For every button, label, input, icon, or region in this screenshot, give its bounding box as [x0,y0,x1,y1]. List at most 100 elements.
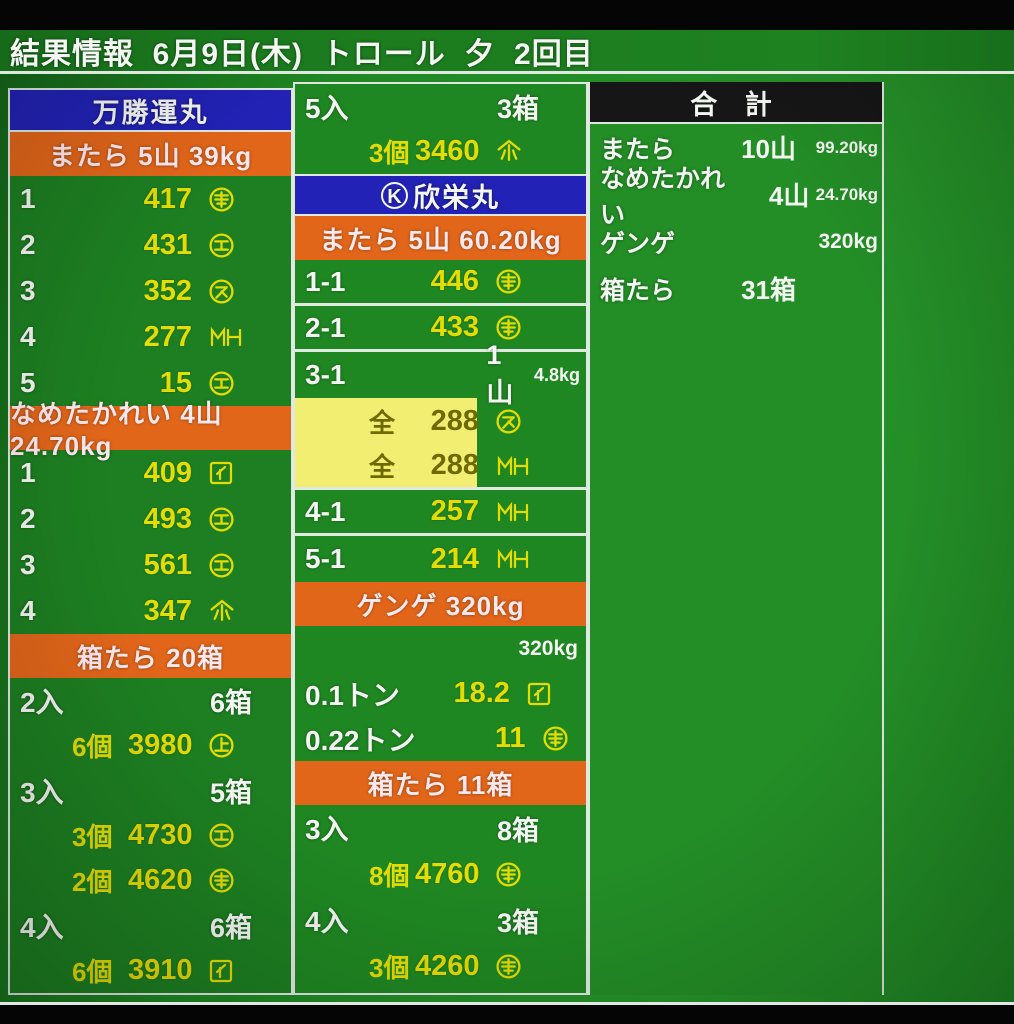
result-row: 2-1 433 [295,306,586,352]
result-row: 6個 3980 [10,723,291,768]
count-label: 3個 [369,138,410,168]
price-value: 352 [143,274,192,307]
lot-label: 4-1 [305,495,346,527]
price-value: 493 [143,502,192,535]
vessel-panel-2: 5入 3箱 3個 3460 K 欣栄丸 またら 5山 60.20kg 1-1 446 2-1… [293,82,588,995]
section-rows: 1 417 2 431 3 352 4 277 5 15 [10,176,291,406]
price-value: 288 [430,404,479,437]
lot-label: 3入 [20,776,64,808]
section-rows: 2入 6箱 6個 3980 3入 5箱 3個 4730 2個 4620 4入 6箱 6個 3910 [10,678,291,993]
kaku-i-icon [208,958,234,984]
count-label: 6個 [72,957,113,987]
result-row: 3 352 [10,268,291,314]
lot-label: 4 [20,321,36,352]
weight-label: 320kg [518,636,578,660]
count-label: 3個 [72,822,113,852]
title-bar: 結果情報 6月9日(木) トロール 夕 2回目 [0,30,1014,71]
lot-label: 1-1 [305,265,346,297]
vessel-name: 欣栄丸 [413,182,500,213]
price-value: 288 [430,449,479,481]
result-row: 2個 4620 [10,858,291,903]
price-value: 15 [159,366,192,399]
result-row: 8個 4760 [295,851,586,897]
totals-panel: 合 計 またら 10山 99.20kg なめたかれい 4山 24.70kg ゲンゲ 320kg… [588,82,884,995]
count-label: 6個 [72,732,113,762]
price-value: 11 [494,722,526,754]
vessel-name-header: K 欣栄丸 [295,174,586,216]
price-value: 446 [430,265,479,297]
price-value: 3910 [127,954,193,986]
results-area: 万勝運丸 またら 5山 39kg 1 417 2 431 3 352 4 277 5 15 なめたかれ… [0,74,1014,1002]
section-header: またら 5山 60.20kg [295,216,586,260]
count-label: 2個 [72,867,113,897]
totals-row: 箱たら 31箱 [590,265,882,312]
price-value: 433 [430,311,479,343]
fish-section: またら 5山 39kg 1 417 2 431 3 352 4 277 5 15 [10,132,291,406]
vessel-1-sections: またら 5山 39kg 1 417 2 431 3 352 4 277 5 15 なめたかれい 4山 … [10,132,291,993]
total-count: 4山 [768,181,810,211]
fish-section: ゲンゲ 320kg 320kg 0.1トン 18.2 0.22トン 11 [295,582,586,761]
price-value: 3460 [414,135,480,167]
lot-label: 0.1トン [305,679,400,711]
result-row: 0.22トン 11 [295,716,586,761]
price-value: 277 [143,320,192,353]
yama-icon [495,138,523,165]
result-row: 4入 6箱 [10,903,291,948]
box-count: 5箱 [210,778,253,808]
result-row: 0.1トン 18.2 [295,671,586,716]
section-rows: 1-1 446 2-1 433 3-1 1山 4.8kg 全 288 全 288 4-1 257 5-1 2… [295,260,586,582]
mh-icon [495,453,531,479]
box-count: 3箱 [497,907,540,938]
section-rows: 320kg 0.1トン 18.2 0.22トン 11 [295,626,586,761]
section-header: 箱たら 20箱 [10,634,291,678]
carryover-rows: 5入 3箱 3個 3460 [295,84,586,174]
lot-label: 1 [20,183,36,214]
maru-kou-icon [208,186,235,213]
price-value: 18.2 [453,677,510,709]
price-value: 4760 [414,857,480,890]
maru-kou-icon [495,268,522,295]
maru-kou-icon [495,953,522,980]
section-rows: 1 409 2 493 3 561 4 347 [10,450,291,634]
kaku-i-icon [526,681,552,707]
mh-icon [208,324,244,350]
result-row: 3入 5箱 [10,768,291,813]
maru-su-icon [208,278,235,305]
lot-label: 2 [20,503,36,534]
result-row: 5 15 [10,360,291,406]
result-row: 4-1 257 [295,490,586,536]
lot-label: 5 [20,367,36,398]
price-value: 417 [143,182,192,215]
maru-e-icon [208,822,235,849]
totals-row: またら 10山 99.20kg [590,124,882,171]
result-row: 3個 4260 [295,943,586,989]
result-row: 5-1 214 [295,536,586,582]
circle-k-icon: K [381,181,408,209]
total-count: 31箱 [741,275,796,305]
lot-label: 3 [20,275,36,306]
lot-label: 2入 [20,686,64,718]
maru-kou-icon [542,725,569,752]
price-value: 214 [430,542,479,575]
lot-label: 3入 [305,814,349,845]
vessel-panel-1: 万勝運丸 またら 5山 39kg 1 417 2 431 3 352 4 277 5 15 なめたかれ… [8,88,293,995]
yama-icon [208,598,236,625]
result-row: 全 288 [295,398,586,444]
maru-ue-icon [208,732,235,759]
result-row: 1-1 446 [295,260,586,306]
lot-label: 3 [20,549,36,580]
vessel-name: 万勝運丸 [92,97,209,128]
vessel-name-header: 万勝運丸 [10,90,291,132]
result-row: 2 493 [10,496,291,542]
result-row: 6個 3910 [10,948,291,993]
total-count: 10山 [741,134,796,164]
lot-label: 4入 [20,911,64,943]
box-count: 6箱 [210,913,253,943]
species-label: ゲンゲ [600,229,676,258]
total-weight: 320kg [818,229,878,253]
result-row: 3個 3460 [295,129,586,174]
price-value: 4730 [127,819,193,851]
page-title: 結果情報 6月9日(木) トロール 夕 2回目 [10,37,594,71]
result-row: 4入 3箱 [295,897,586,943]
maru-e-icon [208,506,235,533]
